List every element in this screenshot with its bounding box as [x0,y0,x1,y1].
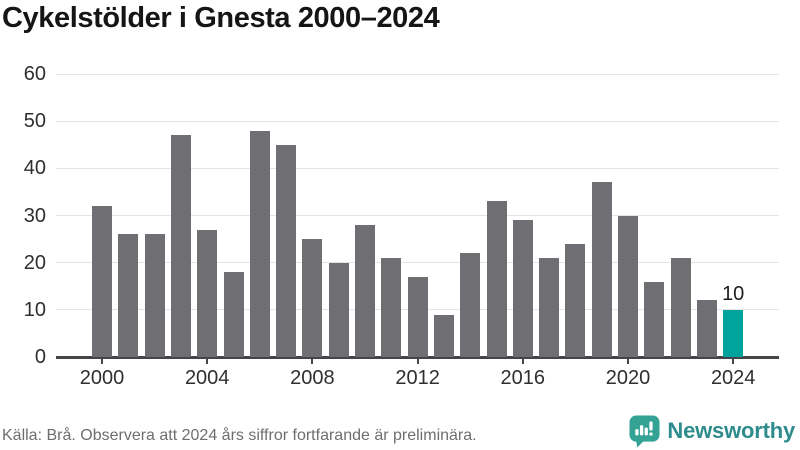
chart-title: Cykelstölder i Gnesta 2000–2024 [2,2,440,34]
gridline-20 [56,262,779,264]
y-axis-label-0: 0 [34,346,46,368]
bar-2014 [460,253,481,357]
x-axis-label-2012: 2012 [395,367,440,389]
bar-2007 [276,144,297,357]
x-axis-tick-2008 [311,359,314,364]
bar-2005 [223,272,244,357]
bar-2010 [355,224,375,357]
gridline-40 [56,167,779,169]
x-axis-tick-2020 [627,359,629,364]
y-axis-label-60: 60 [23,63,46,85]
y-axis-label-40: 40 [23,157,46,180]
bar-2009 [328,262,349,357]
newsworthy-logo[interactable]: Newsworthy [629,414,795,448]
bar-2006 [249,130,270,357]
bar-2021 [644,281,665,357]
gridline-30 [56,215,779,216]
bar-2001 [118,234,139,357]
bar-2003 [170,135,191,357]
newsworthy-wordmark: Newsworthy [667,418,795,443]
bar-2000 [92,206,112,357]
x-axis-tick-2024 [732,359,735,364]
y-axis-label-50: 50 [23,110,46,133]
bar-2004 [197,229,218,357]
bar-2008 [302,239,323,357]
y-axis-label-20: 20 [23,251,46,274]
x-axis-line [56,356,779,359]
bar-2022 [670,257,691,357]
x-axis-tick-2012 [416,359,419,364]
y-axis-label-30: 30 [23,204,46,227]
bar-2012 [407,276,428,357]
x-axis-label-2024: 2024 [710,367,756,389]
x-axis-label-2000: 2000 [79,367,125,389]
bar-2024 [723,309,744,357]
bar-2016 [512,220,533,357]
bar-2002 [144,234,165,357]
gridline-50 [56,120,779,122]
x-axis-tick-2016 [521,359,524,364]
bar-value-label-2024: 10 [722,282,745,305]
y-axis-label-10: 10 [23,298,46,321]
newsworthy-bar-chart-speech-bubble-icon [629,415,660,448]
bar-2023 [696,300,717,357]
bar-2020 [618,215,638,357]
bar-2015 [486,201,507,357]
source-note: Källa: Brå. Observera att 2024 års siffr… [2,427,477,444]
x-axis-label-2020: 2020 [605,367,651,389]
gridline-60 [56,73,779,75]
x-axis-label-2016: 2016 [500,367,546,389]
x-axis-tick-2004 [206,359,209,364]
bar-2017 [539,257,560,357]
bar-2018 [565,243,586,357]
bar-2013 [433,314,454,357]
x-axis-label-2004: 2004 [184,367,230,389]
x-axis-label-2008: 2008 [290,367,335,389]
bar-2011 [381,257,402,357]
x-axis-tick-2000 [101,359,103,364]
bar-2019 [591,182,612,357]
